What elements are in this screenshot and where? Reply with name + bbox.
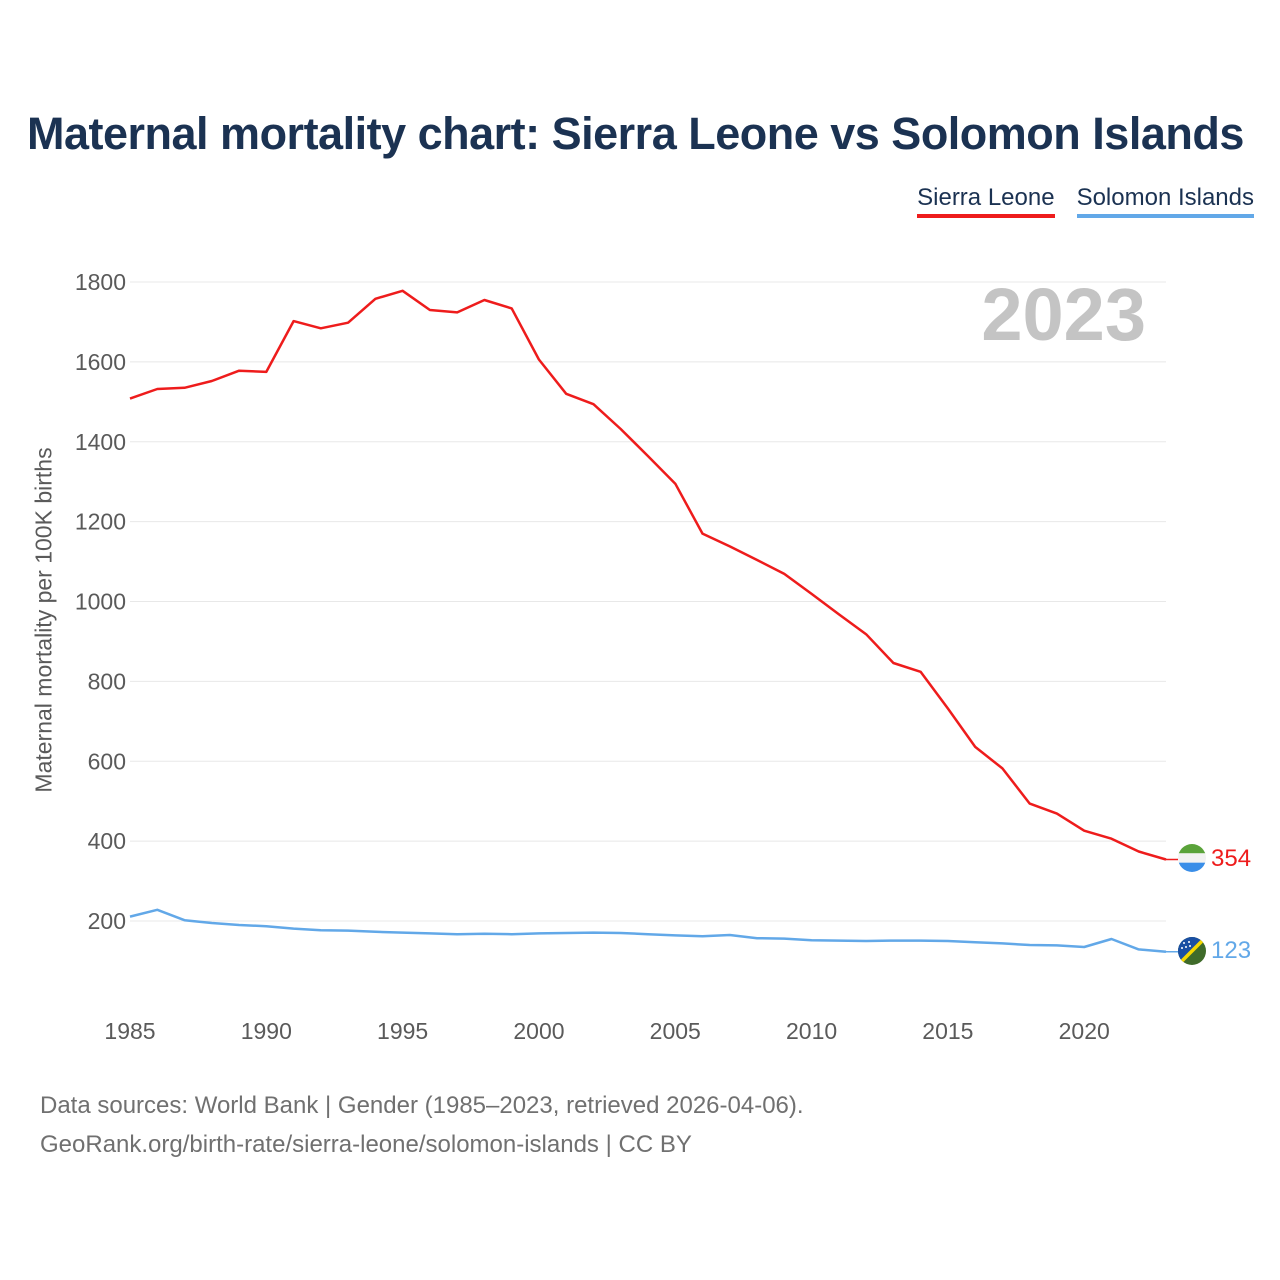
chart-title: Maternal mortality chart: Sierra Leone v… xyxy=(27,108,1244,159)
y-tick-label: 1200 xyxy=(75,509,126,535)
y-tick-label: 200 xyxy=(88,908,126,934)
legend-item-solomon-islands[interactable]: Solomon Islands xyxy=(1076,184,1254,218)
y-tick-label: 1800 xyxy=(75,269,126,295)
series-line-sierra-leone[interactable] xyxy=(129,289,1167,861)
legend-item-sierra-leone[interactable]: Sierra Leone xyxy=(917,184,1055,218)
x-tick-label: 2005 xyxy=(650,1018,701,1044)
year-stamp: 2023 xyxy=(981,273,1146,356)
x-tick-label: 1995 xyxy=(377,1018,428,1044)
x-tick-label: 2020 xyxy=(1059,1018,1110,1044)
y-tick-label: 1000 xyxy=(75,589,126,615)
x-tick-label: 2000 xyxy=(513,1018,564,1044)
sierra-leone-flag-icon xyxy=(1178,844,1206,872)
source-line-2[interactable]: GeoRank.org/birth-rate/sierra-leone/solo… xyxy=(40,1131,692,1158)
y-tick-label: 400 xyxy=(88,828,126,854)
y-tick-label: 1600 xyxy=(75,349,126,375)
y-tick-label: 600 xyxy=(88,748,126,774)
x-tick-label: 1985 xyxy=(104,1018,155,1044)
solomon-islands-flag-icon xyxy=(1178,937,1206,965)
x-tick-label: 2015 xyxy=(922,1018,973,1044)
y-tick-label: 800 xyxy=(88,668,126,694)
x-tick-label: 2010 xyxy=(786,1018,837,1044)
source-line-1: Data sources: World Bank | Gender (1985–… xyxy=(40,1092,804,1119)
end-value-solomon-islands: 123 xyxy=(1211,937,1251,964)
end-value-sierra-leone: 354 xyxy=(1211,845,1251,872)
y-tick-label: 1400 xyxy=(75,429,126,455)
legend: Sierra Leone Solomon Islands xyxy=(917,184,1254,218)
source-note: Data sources: World Bank | Gender (1985–… xyxy=(40,1086,804,1164)
series-line-solomon-islands[interactable] xyxy=(129,908,1167,954)
x-tick-label: 1990 xyxy=(241,1018,292,1044)
